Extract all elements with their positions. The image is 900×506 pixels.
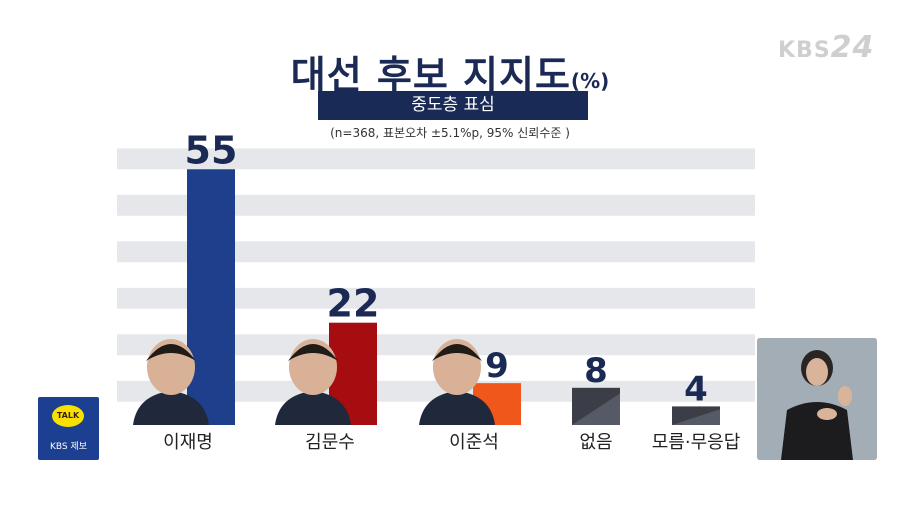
candidate-portrait-icon [133, 391, 209, 425]
grid-band [117, 241, 755, 263]
broadcaster-logo-text: KBS [778, 38, 831, 63]
grid-band [117, 194, 755, 216]
broadcaster-logo-number: 24 [830, 30, 875, 65]
data-label: 4 [684, 369, 708, 409]
category-label: 김문수 [305, 432, 355, 453]
candidate-portrait-icon [275, 391, 351, 425]
category-label: 이재명 [163, 432, 213, 453]
data-label: 9 [485, 346, 509, 386]
grid-band [117, 334, 755, 356]
category-label: 모름·무응답 [652, 432, 741, 453]
data-label: 55 [185, 128, 238, 172]
bar-shade [672, 409, 720, 425]
kakao-report-widget[interactable]: TALK KBS 제보 [38, 397, 99, 460]
survey-note: (n=368, 표본오차 ±5.1%p, 95% 신뢰수준 ) [330, 126, 570, 140]
interpreter-silhouette-icon [757, 338, 877, 460]
kakao-report-label: KBS 제보 [49, 442, 88, 452]
category-label: 이준석 [449, 432, 499, 453]
candidate-portrait-icon [432, 344, 482, 361]
category-label: 없음 [579, 432, 612, 453]
data-label: 8 [584, 351, 608, 391]
chart-subtitle: 중도층 표심 [318, 91, 588, 120]
candidate-portrait-icon [419, 391, 495, 425]
candidate-portrait-icon [288, 344, 338, 361]
broadcaster-logo: KBS24 [778, 30, 874, 65]
data-label: 22 [327, 282, 380, 326]
chart-title-unit: (%) [570, 69, 610, 93]
candidate-portrait-icon [146, 344, 196, 361]
grid-band [117, 287, 755, 309]
chart-title: 대선 후보 지지도 [290, 53, 571, 97]
bar-shade [572, 393, 620, 425]
chart-title-wrap: 대선 후보 지지도(%) [0, 44, 900, 99]
kakao-talk-icon: TALK [52, 405, 84, 427]
bar [187, 169, 235, 425]
sign-language-interpreter [757, 338, 877, 460]
grid-band [117, 148, 755, 170]
